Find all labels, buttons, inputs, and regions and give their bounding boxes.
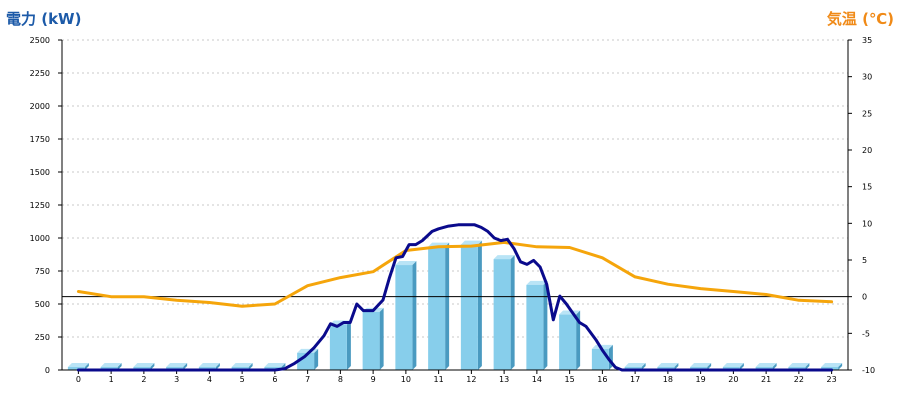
power-bar xyxy=(526,280,548,370)
left-tick-label: 1750 xyxy=(30,135,50,144)
right-tick-label: 15 xyxy=(862,183,872,192)
power-bars xyxy=(67,240,843,370)
x-tick-label: 4 xyxy=(207,375,212,384)
left-tick-label: 500 xyxy=(35,300,50,309)
left-tick-label: 250 xyxy=(35,333,50,342)
x-tick-label: 22 xyxy=(794,375,804,384)
power-bar xyxy=(329,320,351,370)
left-tick-label: 1500 xyxy=(30,168,50,177)
right-tick-label: 25 xyxy=(862,109,872,118)
power-bar xyxy=(67,363,89,370)
power-bar xyxy=(362,307,384,370)
x-tick-label: 3 xyxy=(174,375,179,384)
right-tick-label: 0 xyxy=(862,293,867,302)
right-tick-label: 35 xyxy=(862,36,872,45)
x-tick-label: 6 xyxy=(272,375,277,384)
right-axis-title: 気温 (℃) xyxy=(826,10,894,28)
x-tick-label: 17 xyxy=(630,375,640,384)
left-tick-label: 0 xyxy=(45,366,50,375)
x-tick-label: 14 xyxy=(532,375,542,384)
power-line xyxy=(76,223,834,372)
chart-lines xyxy=(76,223,834,372)
chart-axes: 02505007501000125015001750200022502500-1… xyxy=(30,36,875,384)
x-tick-label: 13 xyxy=(499,375,509,384)
left-tick-label: 1250 xyxy=(30,201,50,210)
x-tick-label: 1 xyxy=(109,375,114,384)
left-tick-label: 2500 xyxy=(30,36,50,45)
left-axis-title: 電力 (kW) xyxy=(6,10,82,28)
x-tick-label: 0 xyxy=(76,375,81,384)
x-tick-label: 20 xyxy=(728,375,738,384)
x-tick-label: 16 xyxy=(597,375,607,384)
left-tick-label: 750 xyxy=(35,267,50,276)
temperature-line xyxy=(76,240,834,308)
x-tick-label: 21 xyxy=(761,375,771,384)
right-tick-label: 20 xyxy=(862,146,872,155)
left-tick-label: 1000 xyxy=(30,234,50,243)
right-tick-label: -5 xyxy=(862,329,870,338)
power-bar xyxy=(460,240,482,370)
x-tick-label: 5 xyxy=(240,375,245,384)
left-tick-label: 2000 xyxy=(30,102,50,111)
x-tick-label: 8 xyxy=(338,375,343,384)
power-bar xyxy=(559,310,581,370)
x-tick-label: 2 xyxy=(141,375,146,384)
x-tick-label: 9 xyxy=(371,375,376,384)
x-tick-label: 19 xyxy=(696,375,706,384)
grid-lines xyxy=(62,39,848,338)
power-bar xyxy=(493,255,515,370)
x-tick-label: 15 xyxy=(565,375,575,384)
right-tick-label: 5 xyxy=(862,256,867,265)
x-tick-label: 7 xyxy=(305,375,310,384)
x-tick-label: 18 xyxy=(663,375,673,384)
x-tick-label: 12 xyxy=(466,375,476,384)
x-tick-label: 10 xyxy=(401,375,411,384)
power-bar xyxy=(428,242,450,370)
left-tick-label: 2250 xyxy=(30,69,50,78)
power-bar xyxy=(395,261,417,370)
right-tick-label: 30 xyxy=(862,73,872,82)
x-tick-label: 23 xyxy=(827,375,837,384)
right-tick-label: 10 xyxy=(862,219,872,228)
right-tick-label: -10 xyxy=(862,366,875,375)
x-tick-label: 11 xyxy=(434,375,444,384)
